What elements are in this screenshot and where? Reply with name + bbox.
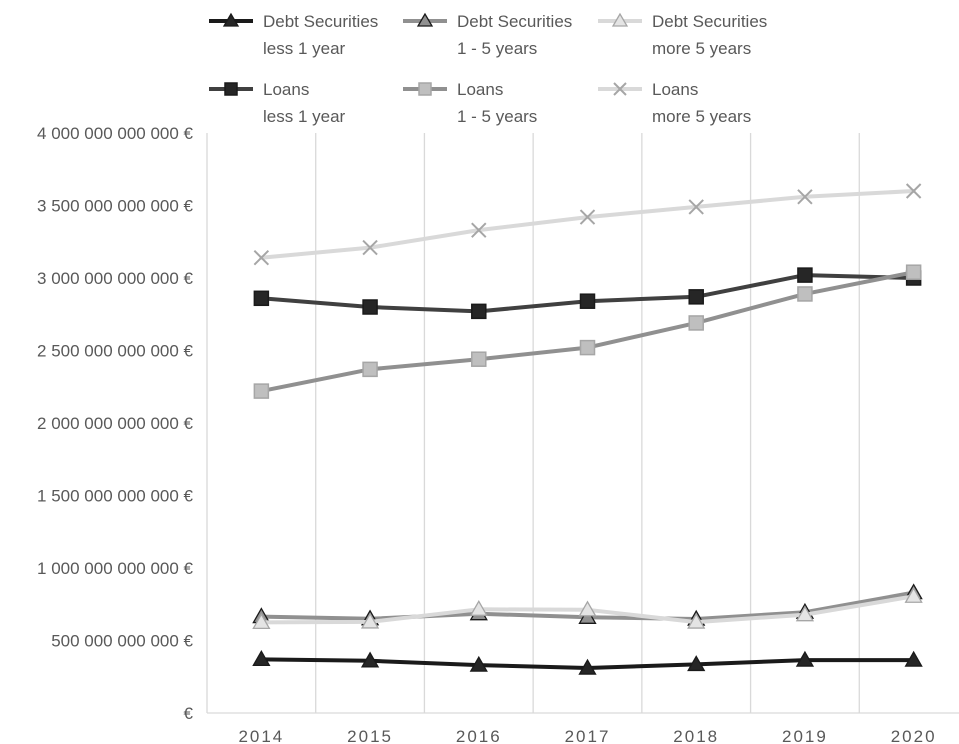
- legend-label: less 1 year: [263, 39, 346, 58]
- data-point: [469, 655, 488, 672]
- legend-label: Debt Securities: [263, 12, 378, 31]
- y-tick-label: 3 500 000 000 000 €: [37, 197, 194, 216]
- legend-item: Loans more 5 years: [598, 80, 751, 126]
- legend-label: more 5 years: [652, 39, 751, 58]
- legend-label: Loans: [652, 80, 698, 99]
- series-4: [253, 267, 922, 320]
- legend-label: Loans: [263, 80, 309, 99]
- x-axis: 2014 2015 2016 2017 2018 2019 2020: [238, 727, 937, 744]
- legend-label: less 1 year: [263, 107, 346, 126]
- series-line: [259, 270, 916, 394]
- legend-marker: [416, 12, 434, 27]
- data-point: [904, 650, 923, 667]
- data-point: [795, 605, 815, 622]
- data-point: [797, 189, 813, 205]
- x-tick-label: 2018: [673, 727, 719, 744]
- data-point: [905, 264, 922, 280]
- grid: [206, 133, 959, 714]
- data-point: [471, 222, 487, 238]
- data-point: [579, 339, 596, 356]
- series-3: [252, 586, 923, 630]
- y-tick-label: 1 000 000 000 000 €: [37, 559, 194, 578]
- legend-label: more 5 years: [652, 107, 751, 126]
- series-group: [252, 183, 923, 675]
- y-axis: €500 000 000 000 € 1 000 000 000 000 € 1 5…: [37, 124, 194, 723]
- y-tick-label: 500 000 000 000 €: [51, 632, 193, 651]
- data-point: [578, 600, 597, 617]
- data-point: [252, 650, 271, 666]
- legend-marker: [611, 12, 629, 27]
- y-tick-label: 2 500 000 000 000 €: [37, 342, 194, 361]
- series-6: [253, 183, 922, 266]
- x-tick-label: 2016: [456, 727, 502, 744]
- x-tick-label: 2015: [347, 727, 393, 744]
- y-tick-label: 4 000 000 000 000 €: [37, 124, 194, 143]
- data-point: [253, 249, 270, 266]
- y-tick-label: €: [184, 704, 194, 723]
- data-point: [795, 650, 815, 667]
- legend-item: Debt Securities more 5 years: [598, 12, 767, 58]
- data-point: [471, 351, 487, 367]
- legend-item: Loans less 1 year: [209, 80, 346, 126]
- x-tick-label: 2020: [891, 727, 937, 744]
- y-tick-label: 1 500 000 000 000 €: [37, 487, 194, 506]
- data-point: [362, 299, 378, 315]
- data-point: [362, 361, 378, 378]
- legend-item: Debt Securities less 1 year: [209, 12, 378, 58]
- legend-label: 1 - 5 years: [457, 107, 537, 126]
- data-point: [579, 209, 596, 225]
- series-line: [259, 189, 916, 260]
- legend-marker: [222, 12, 240, 27]
- data-point: [362, 239, 378, 256]
- x-tick-label: 2014: [238, 727, 284, 744]
- x-tick-label: 2017: [565, 727, 611, 744]
- legend-label: Loans: [457, 80, 503, 99]
- data-point: [688, 315, 704, 331]
- data-point: [688, 289, 704, 305]
- data-point: [252, 613, 271, 630]
- series-1: [252, 650, 923, 675]
- data-point: [253, 290, 270, 307]
- data-point: [904, 586, 923, 603]
- data-point: [579, 293, 596, 309]
- data-point: [797, 267, 813, 283]
- legend-label: 1 - 5 years: [457, 39, 537, 58]
- data-point: [360, 651, 380, 668]
- x-tick-label: 2019: [782, 727, 828, 744]
- data-point: [471, 303, 487, 320]
- y-tick-label: 3 000 000 000 000 €: [37, 269, 194, 288]
- data-point: [360, 612, 380, 629]
- legend-label: Debt Securities: [652, 12, 767, 31]
- legend-item: Loans 1 - 5 years: [403, 80, 537, 126]
- series-5: [253, 264, 922, 399]
- data-point: [688, 199, 704, 215]
- legend-marker: [613, 82, 627, 96]
- y-tick-label: 2 000 000 000 000 €: [37, 414, 194, 433]
- data-point: [469, 600, 488, 616]
- data-point: [687, 655, 706, 672]
- data-point: [687, 612, 706, 629]
- legend-marker: [224, 82, 238, 96]
- legend-label: Debt Securities: [457, 12, 572, 31]
- legend-marker: [418, 82, 432, 96]
- data-point: [578, 658, 597, 675]
- data-point: [253, 383, 270, 399]
- data-point: [797, 286, 813, 302]
- data-point: [905, 183, 922, 199]
- legend-item: Debt Securities 1 - 5 years: [403, 12, 572, 58]
